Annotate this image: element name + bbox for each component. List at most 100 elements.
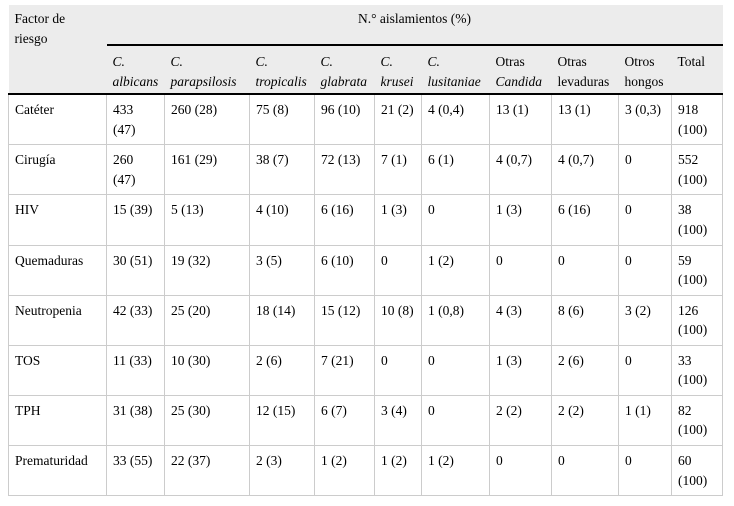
column-header-group: N.° aislamientos (%) <box>106 5 723 46</box>
table-row: HIV 15 (39) 5 (13) 4 (10) 6 (16) 1 (3) 0 1 (3) 6… <box>8 194 723 246</box>
table-cell: 0 <box>374 344 422 396</box>
species-header-row: C. albicans C. parapsilosis C. tropicalis C… <box>9 45 723 96</box>
table-cell: 0 <box>421 344 490 396</box>
table-cell: 30 (51) <box>106 244 165 296</box>
column-header-part: C. <box>320 54 333 69</box>
table-cell: 38 (100) <box>671 194 723 246</box>
table-cell: 15 (12) <box>314 294 375 346</box>
table-cell: 0 <box>618 244 672 296</box>
column-header-part: Otros <box>624 54 655 69</box>
table-cell: 96 (10) <box>314 93 375 146</box>
table-cell: 22 (37) <box>164 444 250 497</box>
table-cell: 1 (3) <box>374 194 422 246</box>
table-cell: 10 (8) <box>374 294 422 346</box>
column-header-4: C. glabrata <box>314 45 375 96</box>
table-cell: 1 (2) <box>314 444 375 497</box>
table-cell: 12 (15) <box>249 394 315 447</box>
row-label: Neutropenia <box>8 294 107 346</box>
table-cell: 0 <box>421 194 490 246</box>
table-cell: 2 (2) <box>489 394 552 447</box>
column-header-part: C. <box>427 54 440 69</box>
table-header: Factor de riesgo N.° aislamientos (%) C.… <box>8 5 723 96</box>
column-header-part: hongos <box>624 73 664 89</box>
table-cell: 126 (100) <box>671 294 723 346</box>
row-label: Quemaduras <box>8 244 107 296</box>
table-cell: 4 (0,4) <box>421 93 490 146</box>
row-label: TOS <box>8 344 107 396</box>
table-cell: 0 <box>618 444 672 497</box>
column-header-part: parapsilosis <box>170 73 237 89</box>
row-label: Catéter <box>8 93 107 146</box>
table-cell: 0 <box>489 444 552 497</box>
table-cell: 3 (5) <box>249 244 315 296</box>
column-header-part: levaduras <box>557 73 610 89</box>
table-row: Catéter 433 (47) 260 (28) 75 (8) 96 (10) 21 (… <box>8 93 723 146</box>
column-header-part: C. <box>112 54 125 69</box>
table-cell: 2 (2) <box>551 394 619 447</box>
table-cell: 6 (16) <box>551 194 619 246</box>
group-header-row: Factor de riesgo N.° aislamientos (%) <box>8 5 723 96</box>
column-header-2: C. parapsilosis <box>164 45 250 96</box>
table-cell: 2 (6) <box>249 344 315 396</box>
table-cell: 0 <box>489 244 552 296</box>
table-body: Catéter 433 (47) 260 (28) 75 (8) 96 (10) 21 (… <box>8 93 723 497</box>
column-header-part: lusitaniae <box>427 73 481 89</box>
table-cell: 260 (47) <box>106 144 165 196</box>
table-cell: 6 (10) <box>314 244 375 296</box>
column-header-3: C. tropicalis <box>249 45 315 96</box>
table-cell: 918 (100) <box>671 93 723 146</box>
column-header-9: Otros hongos <box>618 45 672 96</box>
table-cell: 1 (2) <box>374 444 422 497</box>
column-header-part: C. <box>380 54 393 69</box>
table-cell: 3 (4) <box>374 394 422 447</box>
table-cell: 552 (100) <box>671 144 723 196</box>
column-header-part: Candida <box>495 73 543 89</box>
table-cell: 25 (20) <box>164 294 250 346</box>
table-cell: 72 (13) <box>314 144 375 196</box>
table-cell: 4 (0,7) <box>489 144 552 196</box>
table-cell: 6 (16) <box>314 194 375 246</box>
table-cell: 433 (47) <box>106 93 165 146</box>
table-cell: 59 (100) <box>671 244 723 296</box>
table-cell: 0 <box>421 394 490 447</box>
table-row: TPH 31 (38) 25 (30) 12 (15) 6 (7) 3 (4) 0 2 (2)… <box>8 394 723 447</box>
table-cell: 18 (14) <box>249 294 315 346</box>
table-cell: 1 (2) <box>421 444 490 497</box>
isolates-by-risk-factor-table: Factor de riesgo N.° aislamientos (%) C.… <box>8 5 723 497</box>
table-cell: 60 (100) <box>671 444 723 497</box>
column-header-7: Otras Candida <box>489 45 552 96</box>
table-cell: 7 (21) <box>314 344 375 396</box>
table-cell: 21 (2) <box>374 93 422 146</box>
column-header-part: C. <box>170 54 183 69</box>
table-cell: 2 (3) <box>249 444 315 497</box>
table-cell: 7 (1) <box>374 144 422 196</box>
column-header-part: Total <box>677 54 706 69</box>
column-header-8: Otras levaduras <box>551 45 619 96</box>
table-cell: 0 <box>618 194 672 246</box>
row-label: HIV <box>8 194 107 246</box>
column-header-10: Total <box>671 45 723 96</box>
column-header-part: krusei <box>380 73 414 89</box>
table-cell: 5 (13) <box>164 194 250 246</box>
column-header-part: glabrata <box>320 73 368 89</box>
row-label: Prematuridad <box>8 444 107 497</box>
table-cell: 1 (0,8) <box>421 294 490 346</box>
table-cell: 33 (100) <box>671 344 723 396</box>
table-row: Cirugía 260 (47) 161 (29) 38 (7) 72 (13) 7 (1… <box>8 144 723 196</box>
table-cell: 25 (30) <box>164 394 250 447</box>
table-cell: 1 (3) <box>489 344 552 396</box>
column-header-part: Otras <box>495 54 525 69</box>
table-cell: 0 <box>618 144 672 196</box>
table-cell: 6 (7) <box>314 394 375 447</box>
table-cell: 8 (6) <box>551 294 619 346</box>
column-header-part: tropicalis <box>255 73 307 89</box>
table-cell: 260 (28) <box>164 93 250 146</box>
table-cell: 4 (3) <box>489 294 552 346</box>
table-row: Prematuridad 33 (55) 22 (37) 2 (3) 1 (2) 1 (2… <box>8 444 723 497</box>
table-row: Neutropenia 42 (33) 25 (20) 18 (14) 15 (12) 1… <box>8 294 723 346</box>
table-cell: 10 (30) <box>164 344 250 396</box>
table-cell: 0 <box>551 444 619 497</box>
table-cell: 1 (3) <box>489 194 552 246</box>
table-cell: 15 (39) <box>106 194 165 246</box>
